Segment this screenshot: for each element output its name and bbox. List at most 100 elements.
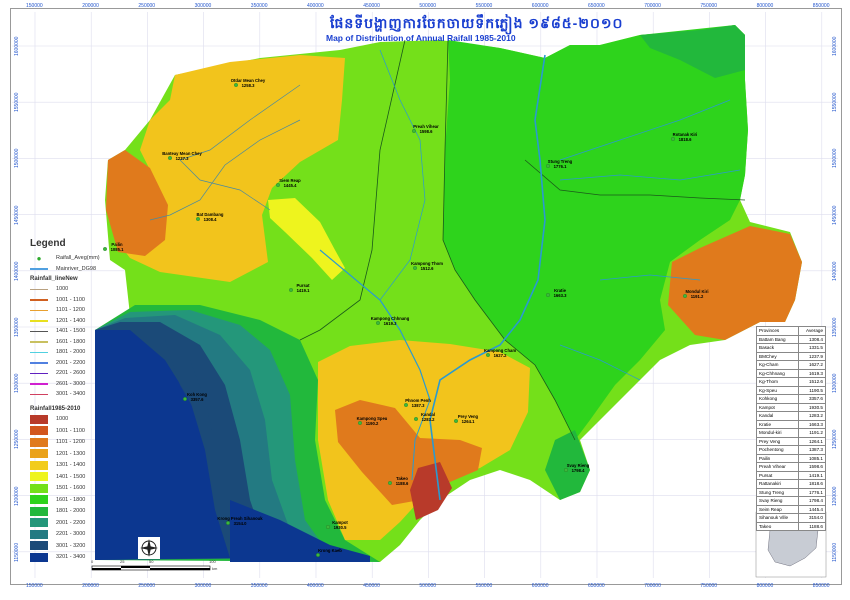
station-name: Kampot — [332, 520, 348, 525]
x-tick-top: 700000 — [644, 3, 661, 9]
station-value: 1930.5 — [333, 525, 347, 530]
station-point — [546, 164, 550, 168]
station-name: Svay Rieng — [566, 463, 590, 468]
legend-line-label: 1101 - 1200 — [56, 307, 85, 314]
legend-fill-item: 3001 - 3200 — [30, 540, 122, 552]
legend-fill-item: 1001 - 1100 — [30, 425, 122, 437]
y-tick-right: 1400000 — [832, 261, 838, 281]
station-point — [564, 468, 568, 472]
isohyet-line-icon — [30, 330, 48, 332]
isohyet-line-icon — [30, 372, 48, 374]
x-tick-top: 650000 — [588, 3, 605, 9]
province-name: BMChey — [756, 351, 799, 361]
legend-fill-label: 1201 - 1300 — [56, 450, 86, 457]
y-tick-left: 1500000 — [14, 148, 20, 169]
x-tick-top: 600000 — [531, 3, 549, 9]
station-label: Krong Kaeb — [318, 548, 342, 553]
zone-1000-south — [410, 462, 452, 520]
isohyet-line-icon — [30, 320, 48, 322]
zone-1801-2000-southeast — [545, 430, 590, 500]
station-point — [326, 525, 330, 529]
station-point — [168, 156, 172, 160]
table-row: Mondul-kiri 1191.2 — [756, 428, 827, 438]
province-average: 1237.9 — [797, 351, 827, 361]
table-row: Sihanouk Ville 3154.0 — [756, 513, 827, 523]
station-name: Phnom Penh — [405, 398, 431, 403]
legend-fill-label: 1101 - 1200 — [56, 439, 85, 446]
station-value: 1627.2 — [493, 353, 507, 358]
legend-fills-title: Rainfall1985-2010 — [30, 405, 81, 412]
province-average: 1619.3 — [797, 368, 827, 378]
x-tick-bottom: 800000 — [756, 583, 774, 589]
fill-swatch — [30, 449, 48, 459]
station-value: 1598.6 — [419, 129, 433, 134]
legend-line-label: 1000 — [56, 286, 69, 293]
legend-fill-label: 2201 - 3000 — [56, 531, 86, 538]
province-name: Preah Vihear — [756, 462, 799, 472]
x-tick-bottom: 550000 — [475, 583, 493, 589]
isohyet-line-icon — [30, 309, 48, 311]
fill-swatch — [30, 495, 48, 505]
zone-1101-1200-west — [106, 150, 168, 256]
table-row: Stung Treng 1776.1 — [756, 487, 827, 497]
station-point — [388, 481, 392, 485]
province-average: 1627.2 — [797, 360, 827, 370]
province-name: Kampot — [756, 402, 799, 412]
y-tick-left: 1300000 — [14, 373, 20, 394]
station-name: Kampong Chhnang — [370, 316, 410, 321]
station-point — [412, 129, 416, 133]
province-name: Basack — [756, 343, 799, 353]
station-value: 1445.4 — [283, 183, 297, 188]
x-tick-top: 750000 — [700, 3, 718, 9]
legend-fill-item: 1301 - 1400 — [30, 460, 122, 472]
station-label: Siem Reap 1445.4 — [279, 178, 300, 188]
station-label: Rotanak Kiri 1818.6 — [673, 132, 698, 142]
province-average: 1331.5 — [797, 343, 827, 353]
station-label: Prey Veng 1264.1 — [458, 414, 478, 424]
river-north — [379, 49, 426, 301]
station-name: Mondul Kiri — [685, 289, 709, 294]
station-name: Otdar Mean Chey — [230, 78, 266, 83]
table-row: Takeo 1188.6 — [756, 521, 827, 531]
legend-fill-label: 1501 - 1600 — [56, 485, 86, 492]
legend-line-item: 1801 - 2000 — [30, 347, 122, 358]
table-row: Rattanakiri 1818.6 — [756, 479, 827, 489]
table-row: Kohkong 3357.6 — [756, 394, 827, 404]
legend-line-label: 1401 - 1500 — [56, 328, 86, 335]
station-point — [414, 417, 418, 421]
province-name: Pursat — [756, 470, 799, 480]
province-name: Kg-Chhnang — [756, 368, 799, 378]
station-name: Takeo — [396, 476, 408, 481]
station-name: Preah Vihear — [413, 124, 439, 129]
legend-fill-item: 1601 - 1800 — [30, 494, 122, 506]
x-tick-bottom: 150000 — [26, 583, 43, 589]
header-average: Average — [797, 326, 827, 336]
legend-line-label: 2601 - 3000 — [56, 380, 86, 387]
legend-line-label: 2201 - 2600 — [56, 370, 86, 377]
x-tick-bottom: 850000 — [812, 583, 830, 589]
station-name: Krong Kaeb — [318, 548, 342, 553]
legend-line-item: 1000 — [30, 284, 122, 295]
station-label: Pursat 1419.1 — [296, 283, 309, 293]
station-name: Prey Veng — [457, 414, 479, 419]
y-tick-right: 1600000 — [832, 36, 838, 56]
header-provinces: Provinces — [756, 326, 799, 336]
legend-line-label: 2001 - 2200 — [56, 359, 86, 366]
fill-swatch — [30, 552, 48, 562]
x-tick-top: 450000 — [363, 3, 380, 9]
scale-label: 0 — [91, 559, 94, 564]
legend-fill-label: 1801 - 2000 — [56, 508, 86, 515]
table-row: Kampot 1930.5 — [756, 402, 827, 412]
legend-line-label: 1001 - 1100 — [56, 296, 85, 303]
station-value: 1308.4 — [203, 217, 217, 222]
zone-3001-3200-core — [165, 340, 212, 430]
legend-fill-label: 1301 - 1400 — [56, 462, 86, 469]
legend-fill-item: 1201 - 1300 — [30, 448, 122, 460]
province-average: 1191.2 — [797, 428, 827, 438]
legend-line-label: 1601 - 1800 — [56, 338, 86, 345]
station-name: Rotanak Kiri — [672, 132, 698, 137]
x-tick-bottom: 700000 — [644, 583, 661, 589]
table-row: Pailin 1085.1 — [756, 453, 827, 463]
legend-fill-label: 1601 - 1800 — [56, 496, 86, 503]
